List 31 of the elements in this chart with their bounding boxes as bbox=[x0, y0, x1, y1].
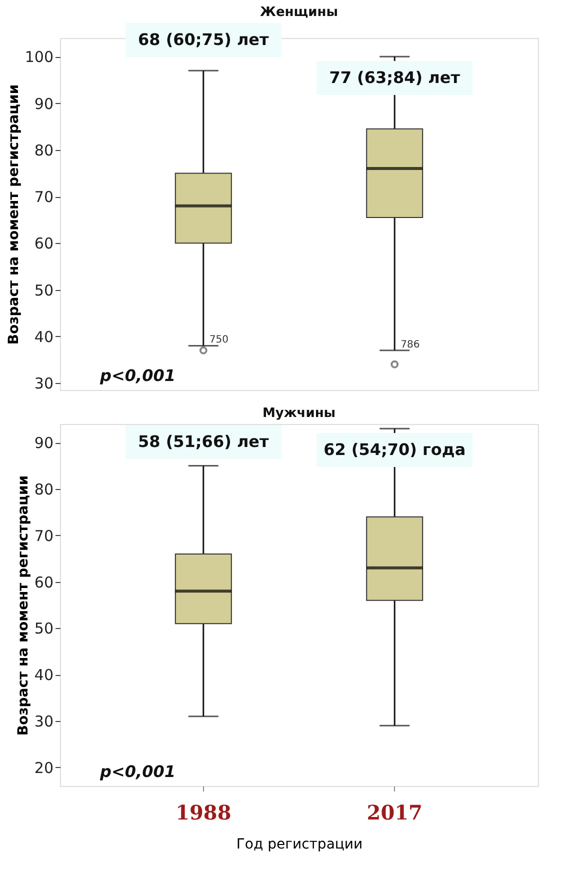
annotation: 77 (63;84) лет bbox=[329, 68, 461, 87]
y-tick-label: 60 bbox=[34, 234, 54, 253]
y-tick-label: 70 bbox=[34, 188, 54, 206]
y-tick-label: 80 bbox=[34, 141, 54, 160]
y-tick-label: 90 bbox=[34, 94, 54, 113]
x-tick-label: 2017 bbox=[366, 800, 422, 824]
y-tick-label: 100 bbox=[24, 48, 54, 66]
annotation: 786 bbox=[400, 339, 420, 350]
y-tick-label: 80 bbox=[34, 480, 54, 498]
annotation: 750 bbox=[209, 334, 228, 346]
chart-title: Женщины bbox=[260, 5, 338, 20]
y-tick-label: 90 bbox=[34, 434, 54, 452]
y-axis-title: Возраст на момент регистрации bbox=[6, 84, 22, 345]
annotation: p<0,001 bbox=[99, 762, 176, 781]
y-axis-title: Возраст на момент регистрации bbox=[15, 475, 32, 736]
y-tick-label: 70 bbox=[34, 526, 54, 545]
y-tick-label: 30 bbox=[34, 374, 54, 393]
y-tick-label: 60 bbox=[34, 573, 54, 592]
y-tick-label: 50 bbox=[34, 620, 54, 638]
x-tick-label: 1988 bbox=[176, 800, 232, 824]
chart-title: Мужчины bbox=[262, 406, 336, 421]
x-axis-title: Год регистрации bbox=[236, 836, 363, 852]
annotation: 68 (60;75) лет bbox=[138, 30, 270, 49]
y-tick-label: 40 bbox=[34, 328, 54, 346]
annotation: 58 (51;66) лет bbox=[138, 432, 270, 451]
annotation: 62 (54;70) года bbox=[324, 440, 466, 459]
annotation: p<0,001 bbox=[99, 366, 176, 385]
y-tick-label: 30 bbox=[34, 712, 54, 731]
y-tick-label: 40 bbox=[34, 666, 54, 684]
y-tick-label: 20 bbox=[34, 758, 54, 777]
y-tick-label: 50 bbox=[34, 281, 54, 300]
